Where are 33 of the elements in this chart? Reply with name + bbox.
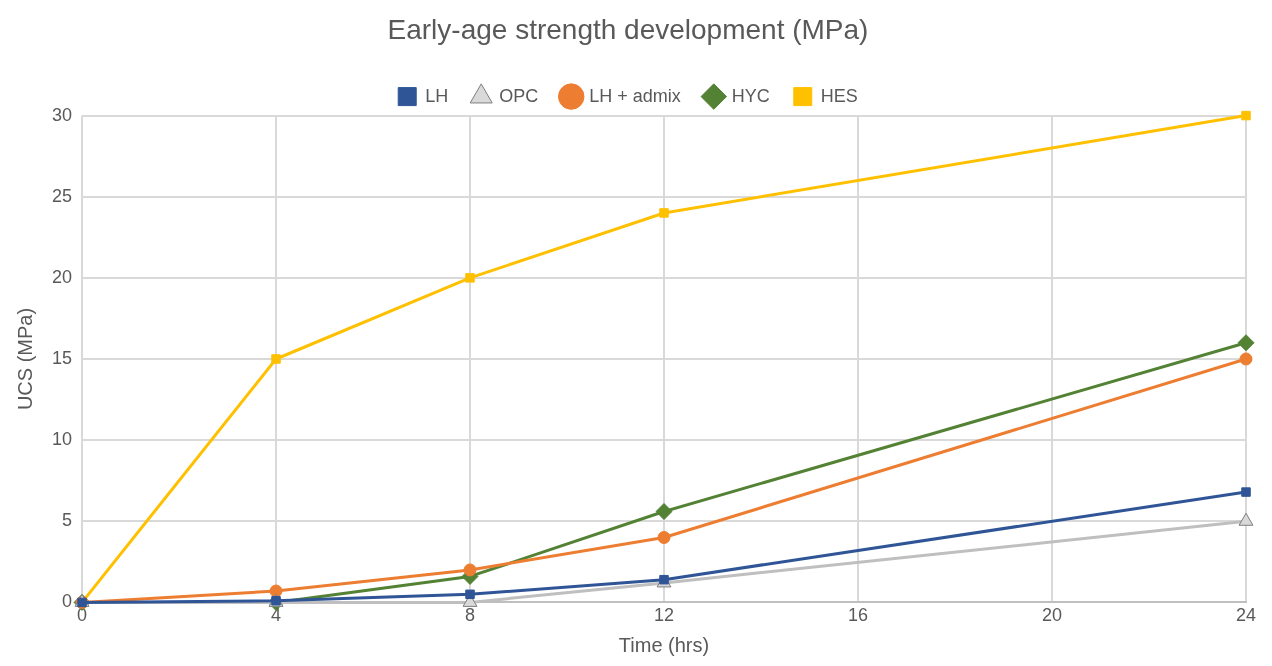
y-tick-label: 25 bbox=[51, 185, 73, 206]
x-tick-label: 24 bbox=[1235, 605, 1257, 626]
y-tick-label: 30 bbox=[51, 104, 73, 125]
point bbox=[271, 354, 281, 364]
x-axis-title: Time (hrs) bbox=[618, 633, 710, 656]
point bbox=[657, 530, 671, 544]
x-tick-label: 20 bbox=[1041, 605, 1063, 626]
legend-label: HYC bbox=[731, 85, 770, 106]
y-tick-label: 10 bbox=[51, 429, 73, 450]
point bbox=[465, 589, 475, 600]
legend-label: LH bbox=[425, 85, 449, 106]
x-tick-label: 8 bbox=[465, 605, 476, 626]
point bbox=[655, 503, 673, 521]
point bbox=[463, 563, 477, 577]
point bbox=[1241, 110, 1251, 121]
point bbox=[1241, 487, 1251, 497]
point bbox=[465, 273, 475, 283]
point bbox=[1237, 334, 1255, 352]
y-tick-label: 15 bbox=[51, 347, 73, 368]
x-tick-label: 12 bbox=[654, 605, 675, 626]
chart-title: Early-age strength development (MPa) bbox=[387, 13, 869, 45]
y-tick-label: 20 bbox=[51, 266, 73, 287]
legend-label: HES bbox=[820, 85, 858, 106]
legend-label: LH + admix bbox=[589, 85, 681, 106]
y-tick-label: 5 bbox=[62, 510, 73, 531]
point bbox=[659, 208, 669, 218]
legend-label: OPC bbox=[499, 85, 539, 106]
x-tick-label: 4 bbox=[271, 605, 282, 626]
x-tick-label: 16 bbox=[847, 605, 869, 626]
y-tick-label: 0 bbox=[62, 591, 73, 612]
point bbox=[269, 584, 283, 598]
point bbox=[1239, 352, 1253, 366]
y-axis-title: UCS (MPa) bbox=[13, 307, 36, 411]
